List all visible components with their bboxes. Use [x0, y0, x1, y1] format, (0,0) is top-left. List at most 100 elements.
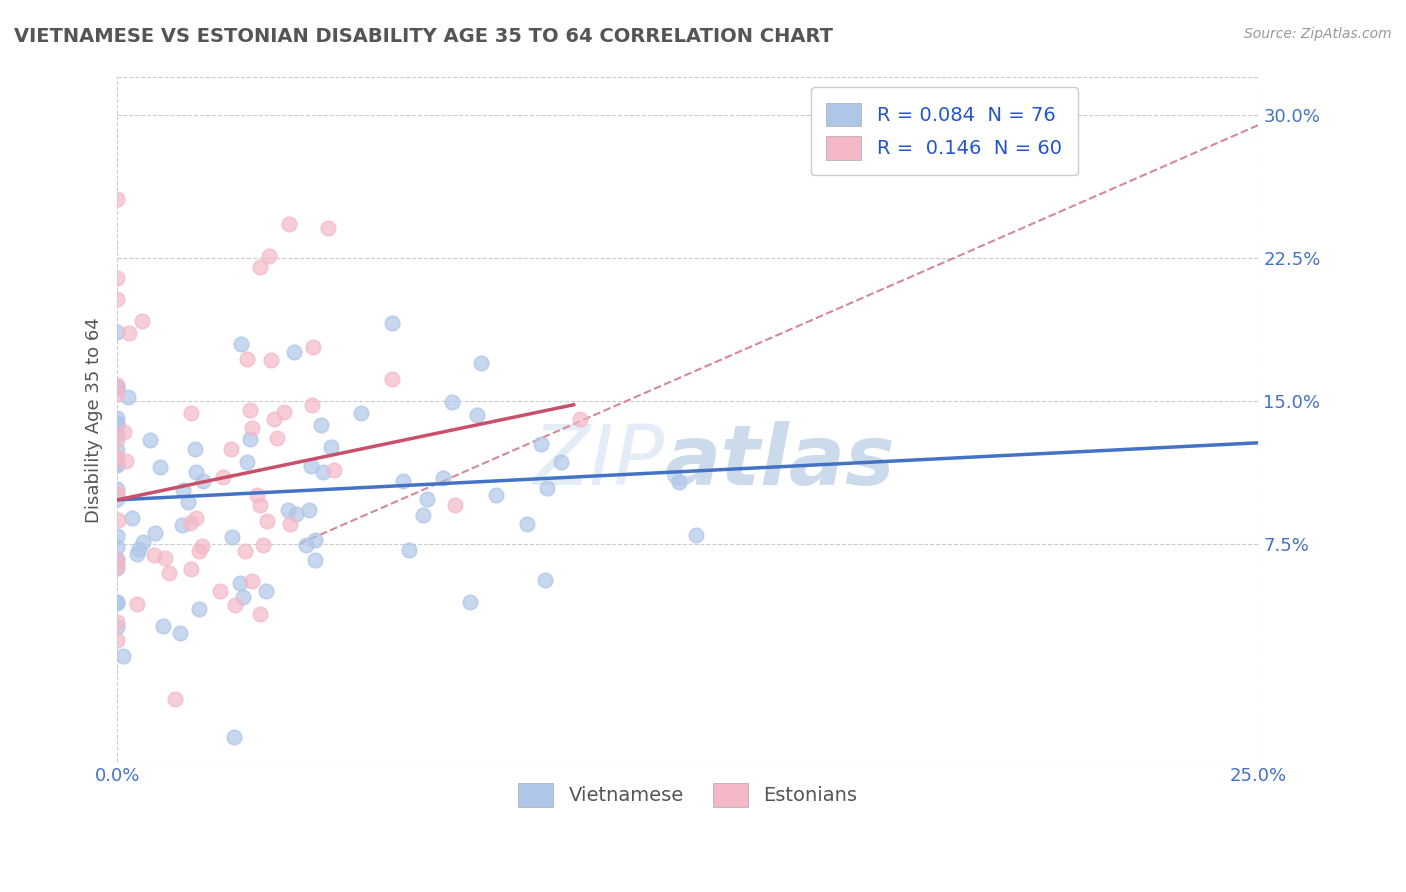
- Point: [211, 470, 233, 484]
- Point: [155, 550, 177, 565]
- Point: [105, 418, 128, 433]
- Text: atlas: atlas: [665, 420, 896, 501]
- Point: [569, 411, 592, 425]
- Point: [163, 692, 186, 706]
- Point: [302, 340, 325, 354]
- Point: [236, 351, 259, 366]
- Point: [304, 533, 326, 547]
- Point: [550, 455, 572, 469]
- Point: [105, 529, 128, 543]
- Point: [105, 560, 128, 574]
- Text: ZIP: ZIP: [533, 420, 665, 501]
- Point: [105, 486, 128, 500]
- Point: [668, 475, 690, 490]
- Point: [278, 517, 301, 532]
- Point: [105, 620, 128, 634]
- Point: [239, 433, 262, 447]
- Point: [105, 483, 128, 497]
- Point: [188, 601, 211, 615]
- Point: [224, 598, 246, 612]
- Point: [530, 437, 553, 451]
- Point: [105, 380, 128, 394]
- Point: [143, 526, 166, 541]
- Point: [312, 465, 335, 479]
- Point: [470, 356, 492, 370]
- Point: [190, 539, 212, 553]
- Point: [139, 434, 162, 448]
- Point: [157, 566, 180, 581]
- Point: [115, 453, 138, 467]
- Point: [440, 394, 463, 409]
- Point: [392, 474, 415, 488]
- Point: [105, 457, 128, 471]
- Point: [485, 488, 508, 502]
- Point: [105, 595, 128, 609]
- Point: [105, 442, 128, 457]
- Point: [121, 510, 143, 524]
- Point: [381, 371, 404, 385]
- Point: [111, 649, 134, 664]
- Point: [221, 530, 243, 544]
- Point: [277, 503, 299, 517]
- Point: [105, 410, 128, 425]
- Point: [105, 270, 128, 285]
- Point: [149, 459, 172, 474]
- Point: [105, 450, 128, 465]
- Point: [105, 541, 128, 555]
- Point: [177, 495, 200, 509]
- Point: [252, 538, 274, 552]
- Point: [301, 398, 323, 412]
- Point: [117, 326, 139, 341]
- Point: [105, 325, 128, 339]
- Point: [184, 511, 207, 525]
- Point: [105, 551, 128, 566]
- Point: [105, 486, 128, 500]
- Point: [260, 353, 283, 368]
- Point: [105, 615, 128, 630]
- Point: [273, 405, 295, 419]
- Text: Source: ZipAtlas.com: Source: ZipAtlas.com: [1244, 27, 1392, 41]
- Point: [105, 492, 128, 507]
- Point: [381, 316, 404, 330]
- Point: [249, 607, 271, 621]
- Point: [311, 417, 333, 432]
- Point: [105, 632, 128, 647]
- Point: [257, 249, 280, 263]
- Point: [114, 425, 136, 440]
- Point: [285, 507, 308, 521]
- Point: [465, 409, 488, 423]
- Point: [105, 417, 128, 431]
- Point: [105, 381, 128, 395]
- Point: [319, 440, 342, 454]
- Point: [416, 491, 439, 506]
- Point: [105, 433, 128, 447]
- Point: [105, 387, 128, 401]
- Point: [239, 403, 262, 417]
- Point: [323, 463, 346, 477]
- Point: [278, 218, 301, 232]
- Point: [266, 431, 288, 445]
- Point: [142, 548, 165, 562]
- Point: [180, 562, 202, 576]
- Point: [444, 498, 467, 512]
- Point: [432, 471, 454, 485]
- Point: [128, 541, 150, 556]
- Point: [105, 828, 128, 842]
- Point: [398, 543, 420, 558]
- Point: [131, 314, 153, 328]
- Point: [283, 344, 305, 359]
- Point: [125, 597, 148, 611]
- Point: [246, 488, 269, 502]
- Point: [316, 221, 339, 235]
- Point: [254, 584, 277, 599]
- Text: VIETNAMESE VS ESTONIAN DISABILITY AGE 35 TO 64 CORRELATION CHART: VIETNAMESE VS ESTONIAN DISABILITY AGE 35…: [14, 27, 834, 45]
- Point: [105, 596, 128, 610]
- Point: [412, 508, 434, 522]
- Point: [105, 428, 128, 442]
- Point: [299, 458, 322, 473]
- Point: [179, 516, 201, 530]
- Point: [231, 337, 253, 351]
- Point: [184, 442, 207, 457]
- Point: [236, 455, 259, 469]
- Point: [105, 450, 128, 465]
